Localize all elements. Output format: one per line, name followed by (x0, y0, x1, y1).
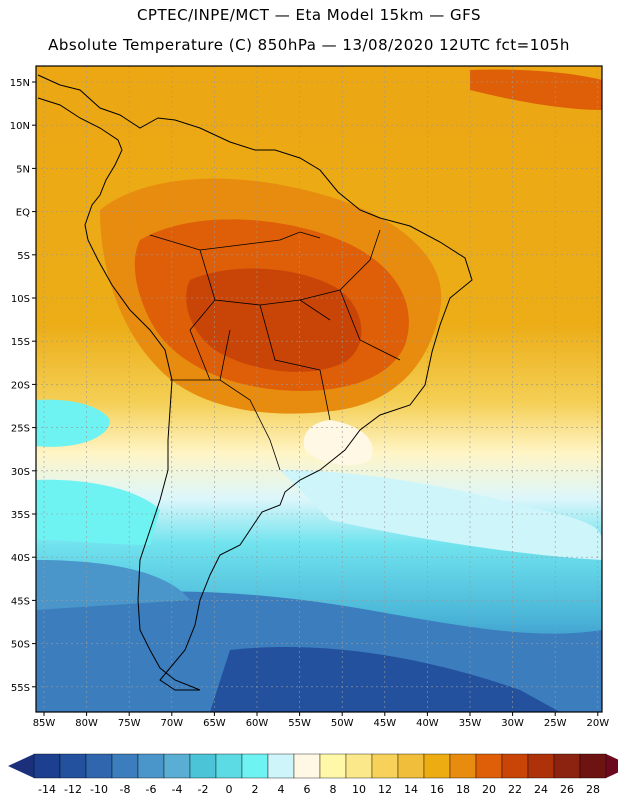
colorbar-box (371, 753, 399, 779)
colorbar: -14 -12 -10 -8 -6 -4 -2 0 2 4 6 8 10 12 14 16 18 20 22 24 26… (8, 753, 618, 796)
lon-label: 80W (75, 718, 98, 729)
colorbar-label: 22 (508, 783, 522, 796)
cool-pacific-tongue (36, 399, 110, 447)
colorbar-box (111, 753, 139, 779)
cool-atlantic-band (280, 470, 602, 560)
colorbar-box (163, 753, 191, 779)
colorbar-box (501, 753, 529, 779)
colorbar-box (33, 753, 61, 779)
colorbar-label: 26 (560, 783, 574, 796)
colorbar-box (397, 753, 425, 779)
warm-north-atlantic (470, 69, 602, 110)
colorbar-label: -14 (38, 783, 56, 796)
colorbar-box (215, 753, 243, 779)
colorbar-label: 2 (252, 783, 259, 796)
lon-label: 30W (501, 718, 524, 729)
lon-label: 35W (459, 718, 482, 729)
lat-label: 30S (11, 467, 30, 478)
lon-label: 50W (331, 718, 354, 729)
country-borders (149, 229, 401, 471)
lon-label: 70W (160, 718, 183, 729)
lat-label: 20S (11, 380, 30, 391)
lon-label: 60W (246, 718, 269, 729)
colorbar-label: 8 (330, 783, 337, 796)
colorbar-label: -4 (172, 783, 183, 796)
colorbar-label: 28 (586, 783, 600, 796)
map-title-line2: Absolute Temperature (C) 850hPa — 13/08/… (48, 36, 570, 54)
colorbar-box (475, 753, 503, 779)
colorbar-under-arrow (8, 754, 34, 778)
colorbar-label: 0 (226, 783, 233, 796)
colorbar-box (527, 753, 555, 779)
lon-label: 65W (203, 718, 226, 729)
colorbar-label: 12 (378, 783, 392, 796)
colorbar-box (319, 753, 347, 779)
colorbar-label: -2 (198, 783, 209, 796)
hottest-interior (186, 268, 362, 372)
lat-label: 40S (11, 553, 30, 564)
longitude-axis: 85W 80W 75W 70W 65W 60W 55W 50W 45W 40W 35W 30W 25W 2… (33, 712, 609, 729)
colorbar-box (189, 753, 217, 779)
cold-band-deep (210, 646, 560, 712)
colorbar-label: 4 (278, 783, 285, 796)
plot-frame (35, 65, 603, 713)
temperature-field (36, 66, 602, 712)
colorbar-label: 24 (534, 783, 548, 796)
lat-label: 50S (11, 640, 30, 651)
latitude-axis: 15N 10N 5N EQ 5S 10S 15S 20S 25S 30S 35S 40S 45S 50S 5… (10, 78, 36, 694)
coastline-layer (37, 74, 473, 691)
lat-label: 45S (11, 596, 30, 607)
colorbar-label: 14 (404, 783, 418, 796)
colorbar-over-arrow (606, 754, 618, 778)
colorbar-box (345, 753, 373, 779)
colorbar-box (579, 753, 607, 779)
colorbar-box (267, 753, 295, 779)
south-america-coastline (37, 74, 473, 691)
graticule (36, 66, 602, 712)
colorbar-box (59, 753, 87, 779)
colorbar-label: -6 (146, 783, 157, 796)
colorbar-label: 6 (304, 783, 311, 796)
lat-label: 5S (17, 251, 30, 262)
colorbar-label: 16 (430, 783, 444, 796)
colorbar-box (137, 753, 165, 779)
colorbar-box (553, 753, 581, 779)
lon-label: 25W (544, 718, 567, 729)
lat-label: 15N (10, 78, 30, 89)
lon-label: 20W (586, 718, 609, 729)
colorbar-label: 20 (482, 783, 496, 796)
lon-label: 75W (118, 718, 141, 729)
colorbar-label: -8 (120, 783, 131, 796)
lat-label: 5N (16, 164, 30, 175)
lon-label: 85W (33, 718, 56, 729)
lon-label: 45W (373, 718, 396, 729)
lon-label: 40W (416, 718, 439, 729)
colorbar-label: -12 (64, 783, 82, 796)
lat-label: 15S (11, 337, 30, 348)
colorbar-box (293, 753, 321, 779)
colorbar-box (85, 753, 113, 779)
lat-label: 35S (11, 510, 30, 521)
lat-label: 55S (11, 683, 30, 694)
lat-label: 10S (11, 294, 30, 305)
lon-label: 55W (288, 718, 311, 729)
colorbar-label: 18 (456, 783, 470, 796)
colorbar-label: 10 (352, 783, 366, 796)
map-title-line1: CPTEC/INPE/MCT — Eta Model 15km — GFS (136, 6, 482, 24)
colorbar-label: -10 (90, 783, 108, 796)
lat-label: EQ (16, 208, 30, 219)
lat-label: 25S (11, 424, 30, 435)
pale-river-plate (303, 420, 373, 466)
cold-band-pacific (36, 560, 190, 610)
colorbar-box (449, 753, 477, 779)
colorbar-box (241, 753, 269, 779)
lat-label: 10N (10, 121, 30, 132)
colorbar-box (423, 753, 451, 779)
